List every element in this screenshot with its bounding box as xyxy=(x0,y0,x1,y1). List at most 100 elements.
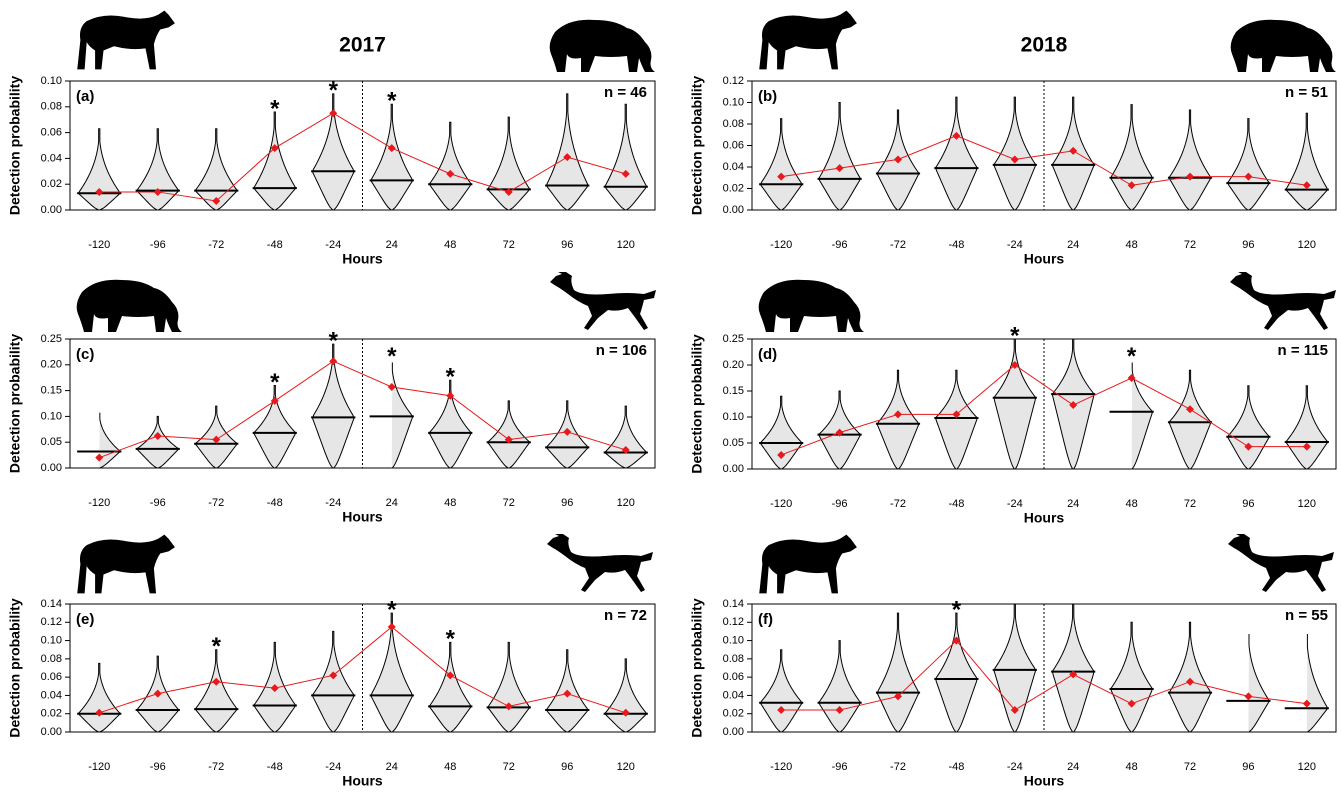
panel: 2017 (a) n = 46 Hours Detection probability 0… xyxy=(7,34,656,267)
violin xyxy=(1285,385,1329,470)
violin xyxy=(253,111,297,211)
y-tick-label: 0.02 xyxy=(723,182,744,194)
observed-point xyxy=(621,445,630,454)
x-tick-label: 24 xyxy=(1067,239,1079,251)
hyena-icon xyxy=(77,10,175,70)
x-tick-label: 24 xyxy=(386,239,398,251)
observed-point xyxy=(563,153,572,162)
x-tick-label: -120 xyxy=(88,761,110,773)
y-tick-label: 0.25 xyxy=(41,333,62,345)
observed-point xyxy=(1069,146,1078,155)
observed-point xyxy=(777,172,786,181)
sample-size: n = 115 xyxy=(1278,342,1328,359)
panel-label: (d) xyxy=(758,346,777,363)
observed-point xyxy=(1069,670,1078,679)
y-tick-label: 0.00 xyxy=(41,462,62,474)
significance-star: * xyxy=(387,596,397,623)
y-tick-label: 0.04 xyxy=(723,161,744,173)
observed-point xyxy=(1244,692,1253,701)
observed-line xyxy=(781,135,1307,186)
violin xyxy=(546,93,589,211)
y-axis-label: Detection probability xyxy=(7,334,23,473)
violin xyxy=(1248,633,1270,733)
hyena-icon xyxy=(759,10,857,70)
violin xyxy=(428,379,472,469)
panel: 2018 (b) n = 51 Hours Detection probability 0… xyxy=(689,34,1337,267)
violin xyxy=(993,96,1037,211)
x-tick-label: -96 xyxy=(150,761,166,773)
observed-point xyxy=(1186,405,1194,414)
lion-icon xyxy=(1230,19,1336,72)
panel-label: (c) xyxy=(76,346,94,363)
x-tick-label: -96 xyxy=(150,239,166,251)
observed-point xyxy=(270,396,279,405)
x-tick-label: 72 xyxy=(1184,761,1196,773)
violin xyxy=(1227,385,1270,470)
y-tick-label: 0.08 xyxy=(41,653,62,665)
y-tick-label: 0.04 xyxy=(723,689,744,701)
violin xyxy=(1051,603,1095,733)
observed-point xyxy=(563,689,572,698)
violin xyxy=(993,338,1037,470)
violin xyxy=(935,96,978,211)
sample-size: n = 55 xyxy=(1285,607,1328,624)
observed-point xyxy=(153,432,162,441)
lion-icon xyxy=(76,279,182,332)
observed-point xyxy=(952,131,961,140)
x-axis-label: Hours xyxy=(342,251,383,267)
x-tick-label: 96 xyxy=(1242,498,1254,510)
sample-size: n = 106 xyxy=(596,342,647,359)
observed-point xyxy=(1127,374,1136,382)
observed-point xyxy=(95,453,104,462)
significance-star: * xyxy=(212,633,222,660)
observed-point xyxy=(563,427,572,436)
antelope-icon xyxy=(1230,272,1336,330)
violin xyxy=(1168,109,1212,211)
x-tick-label: -24 xyxy=(325,761,341,773)
observed-point xyxy=(621,708,630,717)
observed-point xyxy=(1186,677,1194,686)
violin xyxy=(136,415,180,469)
x-tick-label: 48 xyxy=(1125,239,1137,251)
y-tick-label: 0.02 xyxy=(41,708,62,720)
y-tick-label: 0.04 xyxy=(41,689,62,701)
y-tick-label: 0.10 xyxy=(41,75,62,87)
y-tick-label: 0.05 xyxy=(41,436,62,448)
x-tick-label: 120 xyxy=(617,497,635,509)
y-axis-label: Detection probability xyxy=(7,598,23,737)
y-tick-label: 0.06 xyxy=(41,671,62,683)
y-tick-label: 0.20 xyxy=(41,359,62,371)
significance-star: * xyxy=(446,364,456,391)
observed-point xyxy=(835,428,844,437)
y-tick-label: 0.06 xyxy=(723,671,744,683)
y-tick-label: 0.12 xyxy=(41,616,62,628)
observed-point xyxy=(329,671,338,680)
violin xyxy=(1131,362,1154,470)
antelope-icon xyxy=(547,534,653,592)
y-tick-label: 0.00 xyxy=(41,726,62,738)
violin xyxy=(604,658,648,733)
violin xyxy=(1110,104,1153,211)
observed-line xyxy=(99,626,626,714)
observed-point xyxy=(621,169,630,178)
x-tick-label: -24 xyxy=(325,239,341,251)
x-tick-label: -72 xyxy=(208,239,224,251)
violin xyxy=(78,662,121,733)
violin xyxy=(935,612,978,733)
x-tick-label: -24 xyxy=(325,497,341,509)
observed-point xyxy=(952,410,961,419)
significance-star: * xyxy=(270,95,280,122)
sample-size: n = 46 xyxy=(604,84,647,101)
observed-point xyxy=(1244,172,1253,181)
x-tick-label: 24 xyxy=(1067,498,1079,510)
y-tick-label: 0.04 xyxy=(41,152,62,164)
x-tick-label: -72 xyxy=(208,761,224,773)
x-tick-label: 48 xyxy=(444,761,456,773)
observed-point xyxy=(1127,699,1136,708)
observed-point xyxy=(504,187,513,196)
y-tick-label: 0.10 xyxy=(723,96,744,108)
y-tick-label: 0.08 xyxy=(723,118,744,130)
x-tick-label: 48 xyxy=(444,497,456,509)
x-tick-label: -72 xyxy=(890,498,906,510)
panel-label: (a) xyxy=(76,88,94,105)
